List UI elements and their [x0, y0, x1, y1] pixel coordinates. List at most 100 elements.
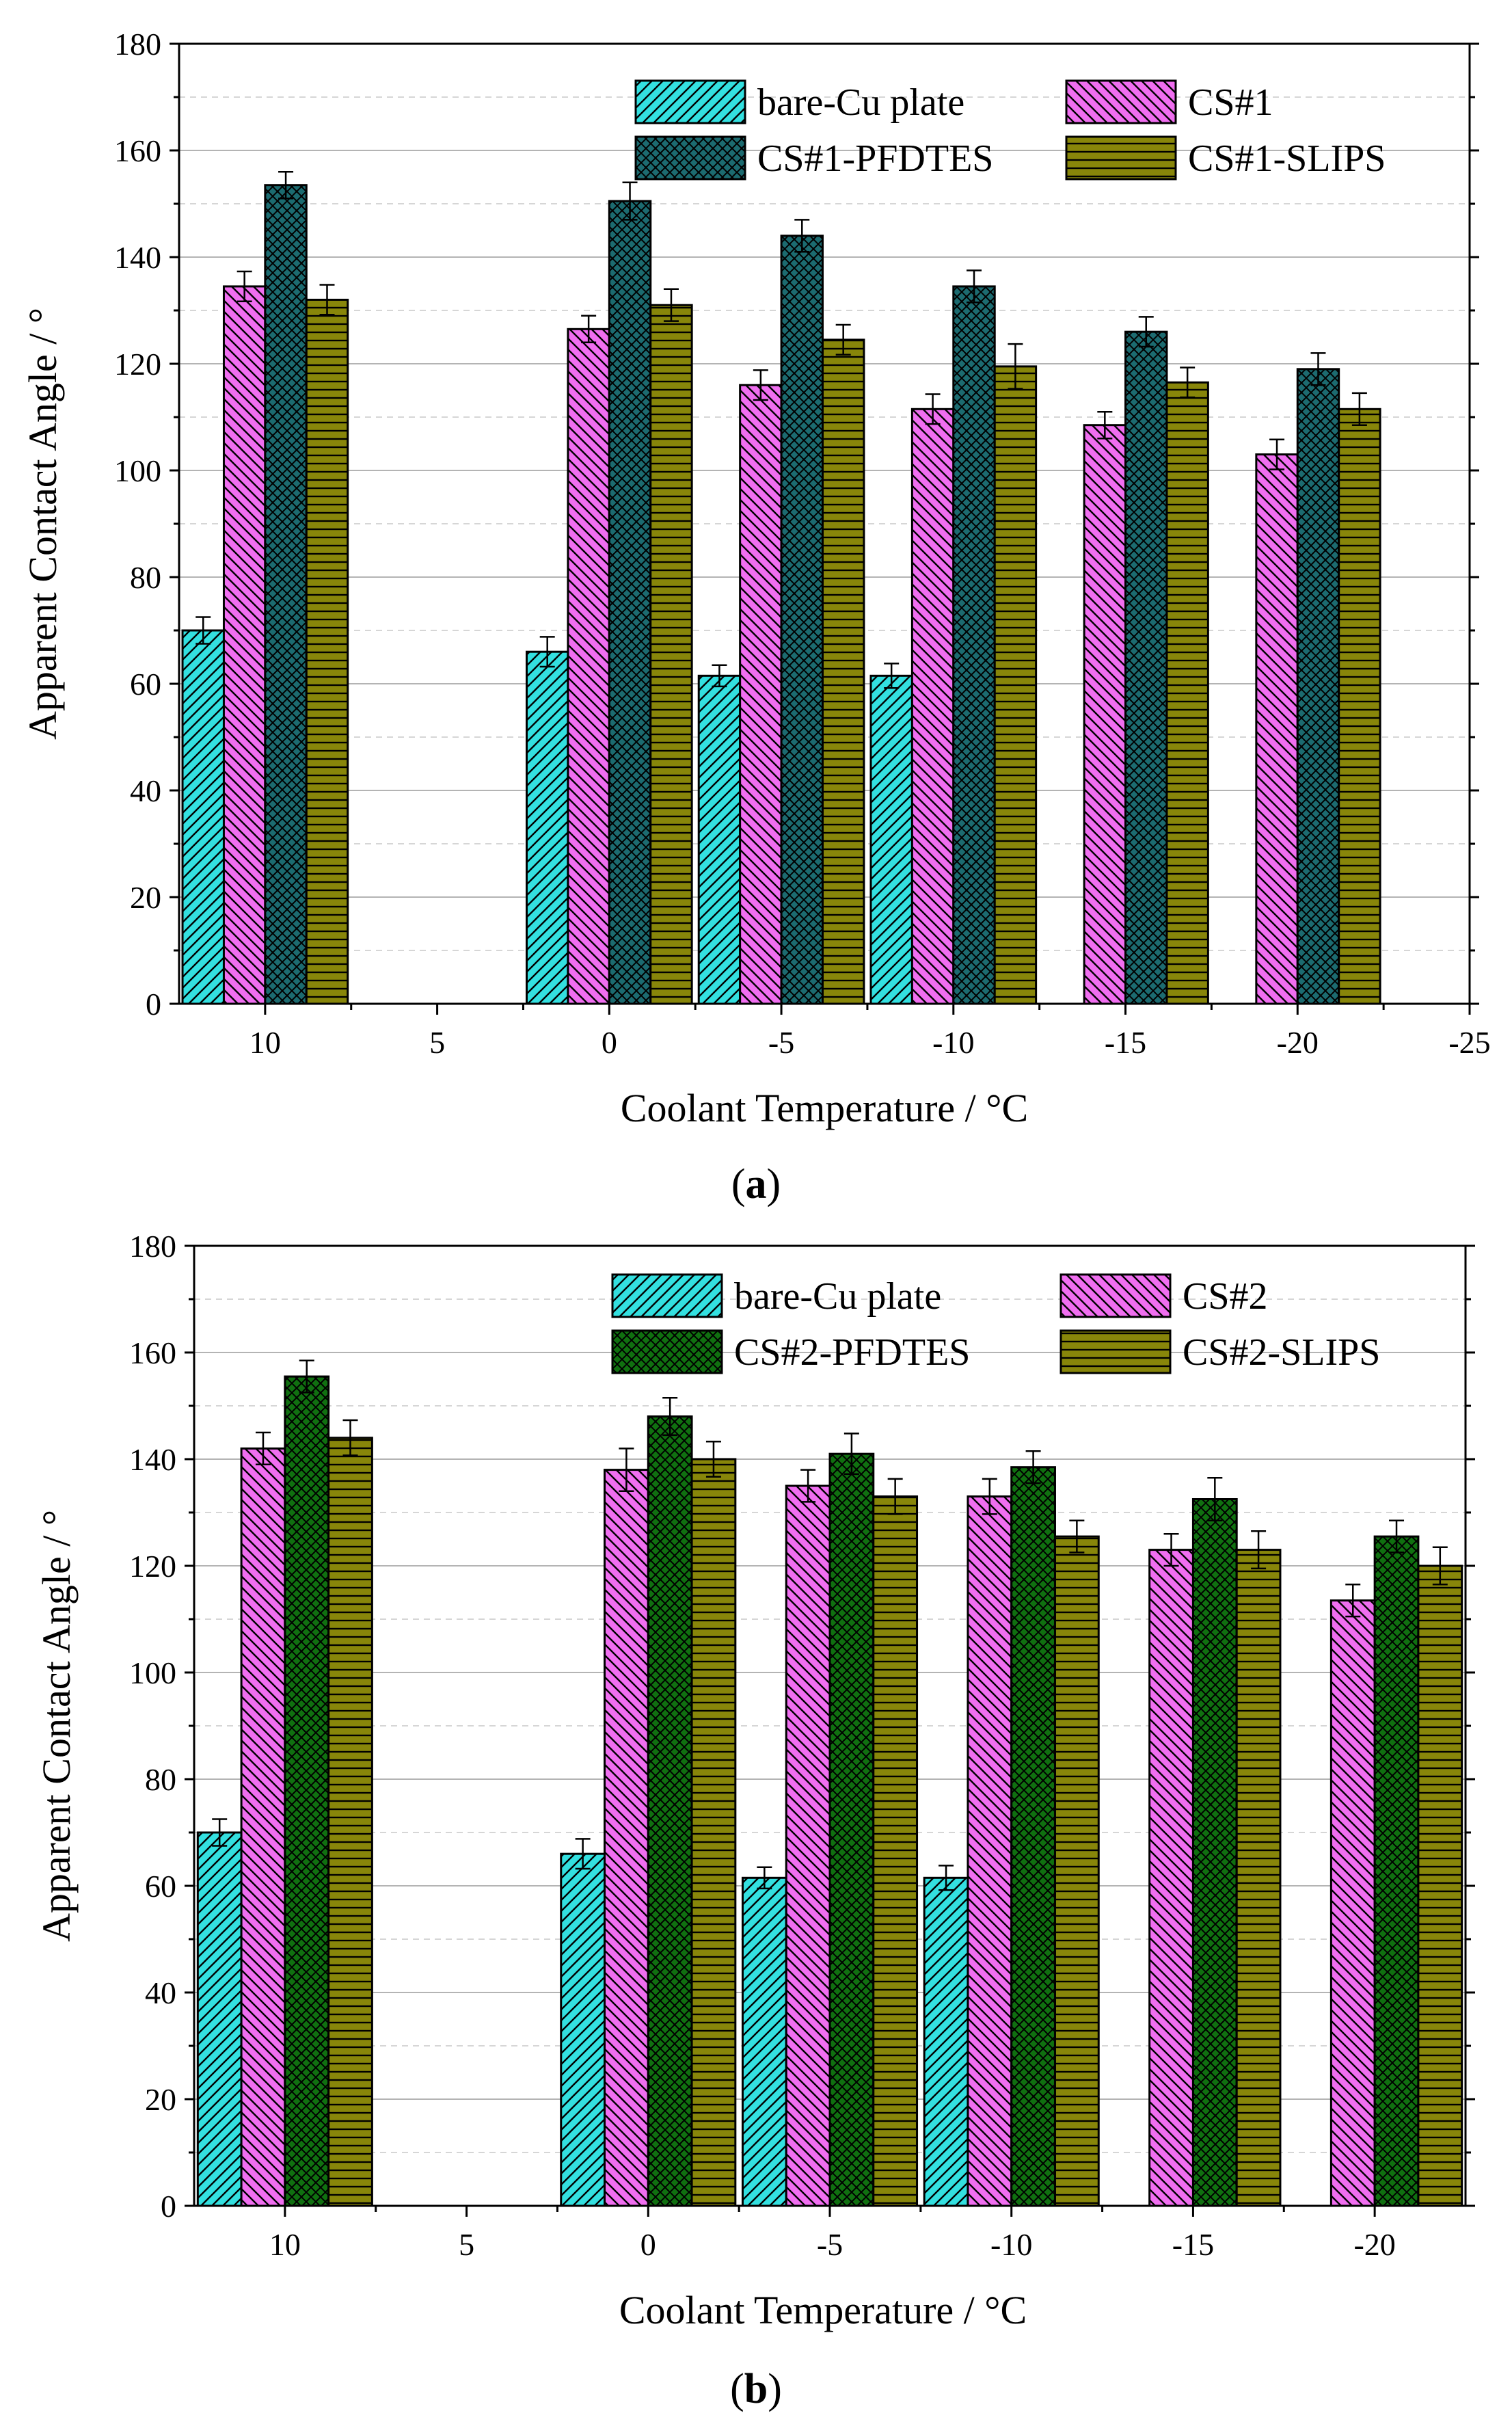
legend-label: CS#1 [1188, 81, 1273, 124]
bar [967, 1495, 1013, 2207]
bar-hatch [690, 1458, 737, 2207]
error-bar [835, 323, 851, 356]
y-tick-label: 20 [145, 2082, 176, 2117]
bar-hatch [604, 1469, 649, 2207]
x-tick-label: 5 [459, 2227, 474, 2262]
bar [1191, 1498, 1238, 2207]
x-tick-label: 10 [249, 1025, 281, 1060]
legend-item: bare-Cu plate [634, 79, 964, 124]
error-bar [967, 269, 982, 304]
error-bar [1269, 438, 1285, 470]
bar-hatch [780, 235, 824, 1005]
y-tick-label: 0 [161, 2189, 176, 2224]
bar-hatch [1296, 368, 1340, 1005]
legend-item: CS#2-SLIPS [1059, 1329, 1380, 1374]
x-axis-title: Coolant Temperature / °C [619, 2288, 1027, 2332]
panel-label-a: (a) [731, 1161, 781, 1208]
error-bar [887, 1478, 903, 1515]
bar-hatch [647, 1415, 693, 2207]
legend-label: CS#1-PFDTES [757, 137, 993, 180]
y-tick-label: 40 [130, 773, 161, 808]
legend-label: CS#2-PFDTES [734, 1331, 970, 1374]
error-bar [1138, 316, 1154, 348]
bar [785, 1484, 831, 2207]
y-tick-label: 120 [114, 347, 161, 382]
bar [222, 285, 267, 1005]
error-bar [1180, 366, 1196, 399]
bar-hatch [222, 285, 267, 1005]
error-bar [925, 393, 941, 425]
y-tick-label: 40 [145, 1975, 176, 2010]
bar-hatch [967, 1495, 1013, 2207]
legend-swatch-hatch [634, 135, 746, 181]
bar-hatch [649, 304, 693, 1005]
x-tick-label: -5 [768, 1025, 794, 1060]
error-bar [1008, 343, 1023, 390]
bar [240, 1447, 286, 2207]
y-axis-title: Apparent Contact Angle / ° [21, 308, 65, 740]
bar [196, 1831, 243, 2207]
x-tick-label: -15 [1105, 1025, 1146, 1060]
y-tick-label: 160 [129, 1335, 176, 1370]
bar-hatch [181, 629, 225, 1005]
legend-item: CS#2-PFDTES [611, 1329, 970, 1374]
bar [608, 200, 652, 1005]
error-bar [1207, 1477, 1223, 1521]
bar [181, 629, 225, 1005]
bar-hatch [1338, 408, 1381, 1005]
error-bar [1310, 352, 1326, 386]
y-tick-label: 100 [114, 453, 161, 488]
error-bar [212, 1818, 228, 1847]
bar-hatch [1083, 424, 1127, 1005]
bar-hatch [993, 365, 1038, 1005]
legend-swatch-hatch [611, 1329, 723, 1374]
bar [821, 338, 865, 1005]
bar [828, 1452, 875, 2207]
bar [647, 1415, 693, 2207]
bar-hatch [741, 1876, 787, 2207]
bar-hatch [608, 200, 652, 1005]
y-tick-label: 140 [129, 1442, 176, 1477]
bar [872, 1495, 919, 2207]
bar [910, 408, 955, 1005]
x-tick-label: -20 [1277, 1025, 1319, 1060]
error-bar [757, 1866, 772, 1890]
bar [1296, 368, 1340, 1005]
error-bar [278, 170, 294, 200]
bar [264, 184, 308, 1005]
error-bar [619, 1448, 634, 1493]
error-bar [1251, 1530, 1267, 1570]
bar [923, 1876, 969, 2207]
error-bar [581, 315, 597, 344]
error-bar [299, 1359, 314, 1394]
bar-hatch [1255, 453, 1299, 1005]
x-tick-label: 10 [269, 2227, 301, 2262]
bar [690, 1458, 737, 2207]
legend-item: CS#2 [1059, 1273, 1268, 1318]
error-bar [622, 181, 638, 221]
y-tick-label: 60 [145, 1869, 176, 1904]
bar [780, 235, 824, 1005]
error-bar [794, 219, 810, 253]
y-tick-label: 100 [129, 1655, 176, 1690]
bar [952, 285, 996, 1005]
error-bar [843, 1432, 859, 1476]
bar-hatch [567, 328, 610, 1005]
bar-hatch [828, 1452, 875, 2207]
bar-hatch [1373, 1535, 1420, 2207]
bar [993, 365, 1038, 1005]
bar-hatch [952, 285, 996, 1005]
bar-hatch [1124, 330, 1168, 1005]
y-tick-label: 80 [145, 1762, 176, 1797]
error-bar [939, 1865, 954, 1891]
error-bar [982, 1478, 997, 1515]
bar-hatch [923, 1876, 969, 2207]
x-tick-label: -25 [1448, 1025, 1490, 1060]
y-tick-label: 0 [146, 987, 161, 1022]
bar [1124, 330, 1168, 1005]
error-bar [1432, 1546, 1448, 1586]
bar-hatch [1053, 1535, 1100, 2207]
y-tick-label: 180 [114, 27, 161, 62]
error-bar [705, 1441, 721, 1478]
bar-hatch [284, 1375, 330, 2207]
